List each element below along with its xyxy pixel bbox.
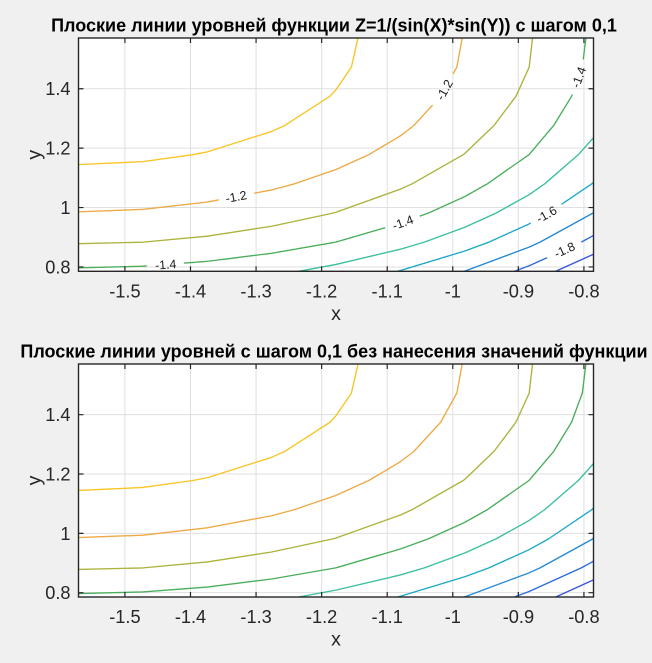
- svg-text:0.8: 0.8: [45, 258, 70, 278]
- svg-text:x: x: [331, 629, 341, 651]
- svg-text:-1: -1: [445, 607, 461, 627]
- svg-text:Плоские линии уровней с шагом: Плоские линии уровней с шагом 0,1 без на…: [20, 342, 647, 362]
- svg-text:1.4: 1.4: [45, 79, 70, 99]
- svg-text:x: x: [331, 303, 341, 325]
- svg-text:y: y: [24, 475, 46, 485]
- svg-text:-1.5: -1.5: [109, 281, 140, 301]
- svg-text:Плоские линии уровней функции: Плоские линии уровней функции Z=1/(sin(X…: [51, 15, 617, 35]
- svg-text:-0.9: -0.9: [503, 281, 534, 301]
- svg-text:1: 1: [60, 198, 70, 218]
- svg-text:-1.5: -1.5: [109, 607, 140, 627]
- svg-text:-1.4: -1.4: [155, 257, 177, 273]
- svg-text:-1.2: -1.2: [224, 188, 248, 206]
- svg-text:-0.8: -0.8: [568, 281, 599, 301]
- svg-text:-1.4: -1.4: [175, 607, 206, 627]
- svg-text:-1.3: -1.3: [240, 607, 271, 627]
- svg-text:-1.3: -1.3: [240, 281, 271, 301]
- svg-text:-0.8: -0.8: [568, 607, 599, 627]
- svg-text:-1.2: -1.2: [306, 607, 337, 627]
- svg-text:1.2: 1.2: [45, 139, 70, 159]
- svg-text:-1.2: -1.2: [306, 281, 337, 301]
- svg-text:-0.9: -0.9: [503, 607, 534, 627]
- svg-text:-1: -1: [445, 281, 461, 301]
- svg-text:1.4: 1.4: [45, 405, 70, 425]
- svg-text:-1.1: -1.1: [372, 281, 403, 301]
- svg-text:y: y: [24, 150, 46, 160]
- svg-text:0.8: 0.8: [45, 583, 70, 603]
- svg-text:1.2: 1.2: [45, 465, 70, 485]
- svg-text:-1.4: -1.4: [391, 213, 416, 233]
- svg-text:-1.4: -1.4: [175, 281, 206, 301]
- svg-text:1: 1: [60, 524, 70, 544]
- svg-text:-1.4: -1.4: [569, 65, 590, 90]
- svg-text:-1.1: -1.1: [372, 607, 403, 627]
